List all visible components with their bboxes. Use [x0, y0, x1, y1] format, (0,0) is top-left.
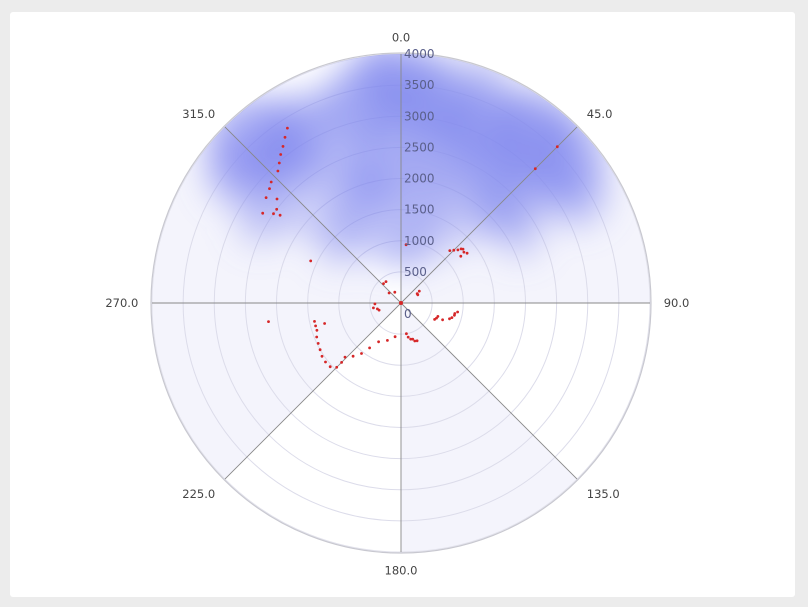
polar-scatter-chart: 0 500 1000 1500 2000 2500 3000 3500 4000 0.0 45.0…	[105, 30, 689, 577]
data-point	[272, 212, 275, 216]
angular-spoke	[224, 302, 402, 480]
angular-spoke	[400, 126, 578, 304]
angular-tick-label: 225.0	[182, 487, 215, 501]
data-point	[277, 161, 281, 165]
chart-panel: 0 500 1000 1500 2000 2500 3000 3500 4000 0.0 45.0…	[10, 12, 795, 597]
radial-tick-label: 2500	[404, 140, 435, 154]
data-point	[267, 320, 270, 323]
data-point	[318, 348, 322, 352]
data-point	[393, 290, 397, 294]
data-point	[409, 337, 413, 341]
data-point	[456, 248, 460, 252]
data-point	[377, 340, 380, 344]
data-point	[461, 247, 465, 251]
data-point	[448, 249, 452, 253]
angular-spoke	[400, 302, 578, 480]
radial-tick-label: 1000	[404, 234, 435, 248]
data-point	[387, 291, 391, 295]
radial-tick-labels: 0 500 1000 1500 2000 2500 3000 3500 4000	[404, 47, 435, 321]
data-point	[404, 243, 408, 247]
data-point	[433, 318, 436, 321]
radial-tick-label: 4000	[404, 47, 435, 61]
shaded-sector	[401, 303, 578, 552]
radial-tick-label: 0	[404, 307, 412, 321]
data-point	[276, 169, 280, 173]
data-point	[314, 324, 317, 328]
data-point	[382, 282, 385, 285]
data-point	[450, 316, 454, 319]
scatter-points	[261, 126, 559, 369]
data-point	[286, 126, 289, 130]
angular-tick-label: 180.0	[385, 564, 418, 578]
radial-tick-label: 3000	[404, 109, 435, 123]
data-point	[324, 360, 327, 364]
data-point	[315, 328, 319, 332]
data-point	[533, 167, 537, 171]
data-point	[415, 339, 419, 343]
data-point	[351, 354, 355, 358]
data-point	[411, 337, 415, 341]
radial-tick-label: 2000	[404, 172, 435, 186]
angular-tick-label: 270.0	[105, 296, 138, 310]
angular-tick-label: 315.0	[182, 107, 215, 121]
data-point	[316, 342, 320, 345]
outer-axis-ring	[150, 52, 652, 554]
data-point	[269, 180, 273, 184]
data-point	[335, 365, 339, 369]
data-point	[264, 196, 268, 200]
data-point	[465, 251, 469, 255]
data-point	[413, 339, 417, 343]
data-point	[386, 339, 389, 342]
radial-tick-label: 3500	[404, 78, 435, 92]
data-point	[281, 145, 285, 148]
data-point	[456, 310, 459, 314]
data-point	[372, 306, 375, 310]
data-point	[328, 365, 332, 369]
angular-tick-label: 0.0	[392, 30, 410, 44]
angular-tick-labels: 0.0 45.0 90.0 135.0 180.0 225.0 270.0 315.0	[105, 30, 689, 577]
data-point	[320, 354, 324, 358]
radial-tick-label: 1500	[404, 203, 435, 217]
data-point	[393, 335, 397, 339]
data-point	[453, 312, 457, 315]
data-point	[406, 335, 410, 339]
data-point	[448, 317, 451, 321]
data-point	[323, 322, 326, 325]
data-point	[384, 280, 388, 283]
data-point	[313, 320, 316, 323]
data-point	[360, 352, 363, 355]
angular-tick-label: 90.0	[664, 296, 690, 310]
data-point	[416, 293, 420, 297]
data-point	[368, 346, 371, 350]
data-point	[373, 302, 377, 306]
data-point	[462, 250, 466, 254]
data-point	[376, 307, 379, 311]
data-point	[275, 197, 279, 201]
data-point	[340, 361, 343, 364]
data-point	[441, 318, 444, 322]
origin-point	[399, 301, 403, 305]
data-point	[261, 211, 265, 215]
data-point	[309, 259, 313, 263]
density-wedge	[248, 54, 585, 268]
data-point	[417, 289, 421, 293]
data-point	[343, 355, 347, 359]
radial-tick-label: 500	[404, 265, 427, 279]
angular-spokes	[152, 54, 650, 552]
angular-tick-label: 135.0	[587, 487, 620, 501]
data-point	[405, 332, 408, 336]
data-point	[315, 335, 319, 339]
data-point	[459, 254, 463, 258]
data-point	[452, 248, 456, 252]
data-point	[275, 207, 279, 211]
data-point	[268, 187, 271, 191]
data-point	[283, 135, 287, 139]
angular-spoke	[224, 126, 402, 304]
data-point	[555, 145, 559, 149]
data-point	[278, 213, 282, 217]
data-point	[279, 153, 283, 156]
angular-tick-label: 45.0	[587, 107, 613, 121]
